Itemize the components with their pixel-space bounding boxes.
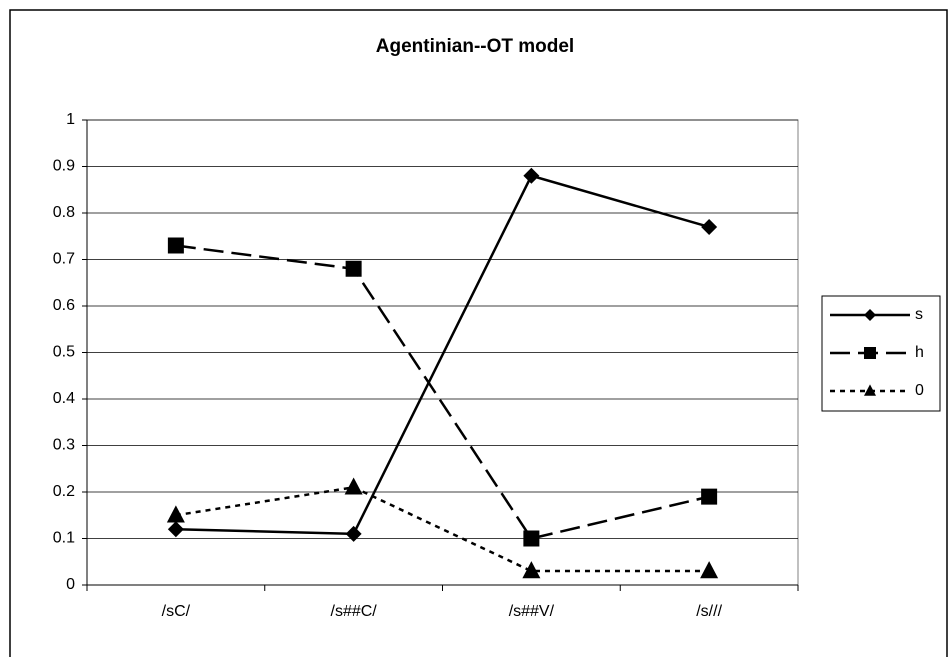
- data-point: [522, 561, 541, 579]
- legend-label: s: [915, 306, 923, 323]
- legend-marker: [864, 347, 876, 359]
- data-point: [701, 488, 718, 505]
- data-point: [166, 505, 185, 523]
- data-point: [523, 530, 540, 547]
- legend-label: 0: [915, 382, 924, 399]
- x-tick-label: /s##C/: [331, 603, 378, 620]
- y-tick-label: 0.5: [53, 344, 75, 361]
- series-line: [175, 486, 710, 573]
- y-tick-label: 0.3: [53, 437, 75, 454]
- y-tick-label: 0: [66, 576, 75, 593]
- series-line: [175, 174, 710, 536]
- legend-marker: [864, 384, 876, 396]
- y-tick-label: 0.6: [53, 297, 75, 314]
- data-point: [167, 521, 184, 538]
- chart-title: Agentinian--OT model: [376, 36, 574, 57]
- data-point: [700, 561, 719, 579]
- y-tick-label: 0.2: [53, 483, 75, 500]
- y-tick-label: 0.7: [53, 251, 75, 268]
- data-point: [523, 167, 540, 184]
- series-line: [175, 244, 710, 540]
- data-point: [701, 218, 718, 235]
- data-point: [345, 260, 362, 277]
- y-tick-label: 0.9: [53, 158, 75, 175]
- x-tick-label: /s///: [696, 603, 722, 620]
- data-point: [167, 237, 184, 254]
- y-tick-label: 0.8: [53, 204, 75, 221]
- y-tick-label: 1: [66, 111, 75, 128]
- legend-label: h: [915, 344, 924, 361]
- y-tick-label: 0.1: [53, 530, 75, 547]
- data-point: [344, 477, 363, 495]
- x-tick-label: /s##V/: [509, 603, 555, 620]
- data-point: [345, 525, 362, 542]
- y-tick-label: 0.4: [53, 390, 75, 407]
- x-tick-label: /sC/: [162, 603, 191, 620]
- legend-marker: [864, 309, 876, 321]
- chart-frame: [9, 9, 948, 657]
